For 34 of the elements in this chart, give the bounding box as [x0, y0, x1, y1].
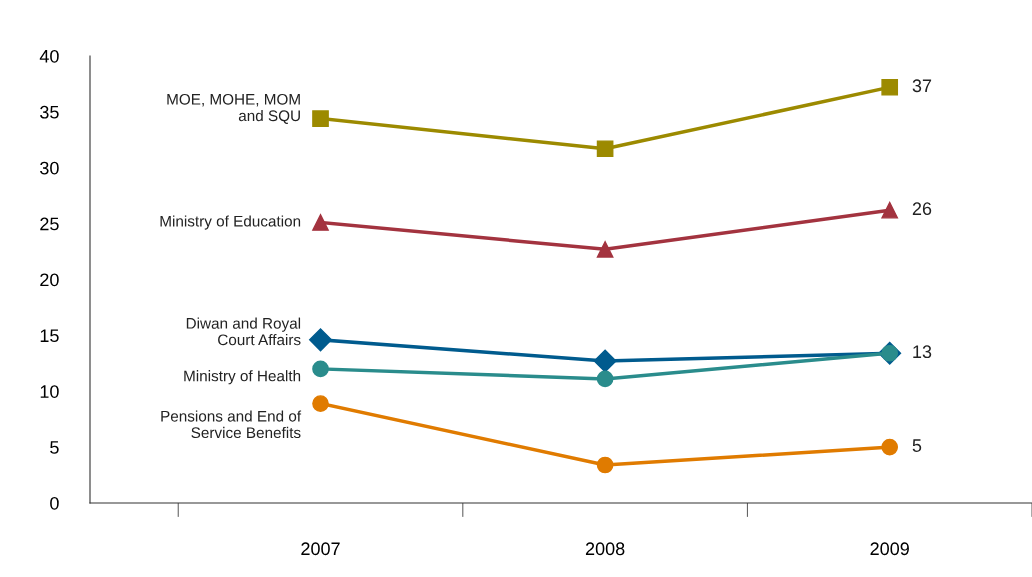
- y-tick-label: 0: [50, 496, 59, 510]
- series-label: MOE, MOHE, MOM and SQU: [167, 93, 300, 124]
- y-tick-label: 30: [40, 161, 59, 175]
- point: [312, 395, 329, 412]
- series-label: Ministry of Health: [184, 370, 301, 385]
- point: [596, 140, 614, 158]
- x-tick-label: 2008: [585, 542, 625, 556]
- y-tick-label: 10: [40, 385, 59, 398]
- point: [881, 438, 899, 456]
- data-label: 5: [912, 439, 922, 452]
- y-tick-label: 25: [40, 217, 59, 231]
- point: [593, 349, 617, 373]
- point: [596, 370, 614, 388]
- y-tick-label: 5: [50, 441, 59, 454]
- data-label: 26: [912, 202, 932, 216]
- point: [312, 110, 329, 127]
- point: [312, 214, 329, 231]
- point: [309, 328, 333, 352]
- y-tick-label: 35: [40, 105, 59, 119]
- point: [881, 78, 899, 96]
- point: [596, 240, 614, 258]
- series-label: Ministry of Education: [160, 215, 301, 230]
- point: [881, 201, 899, 219]
- series-label: Diwan and Royal Court Affairs: [186, 317, 301, 346]
- y-tick-label: 15: [40, 329, 59, 343]
- y-tick-label: 20: [40, 273, 59, 287]
- point: [312, 360, 329, 378]
- point: [596, 456, 614, 474]
- series-label: Pensions and End of Service Benefits: [161, 410, 302, 439]
- data-label: 37: [912, 79, 932, 93]
- x-tick-label: 2007: [301, 542, 340, 556]
- y-tick-label: 40: [39, 49, 59, 63]
- data-label: 13: [913, 345, 932, 359]
- x-tick-label: 2009: [870, 542, 909, 556]
